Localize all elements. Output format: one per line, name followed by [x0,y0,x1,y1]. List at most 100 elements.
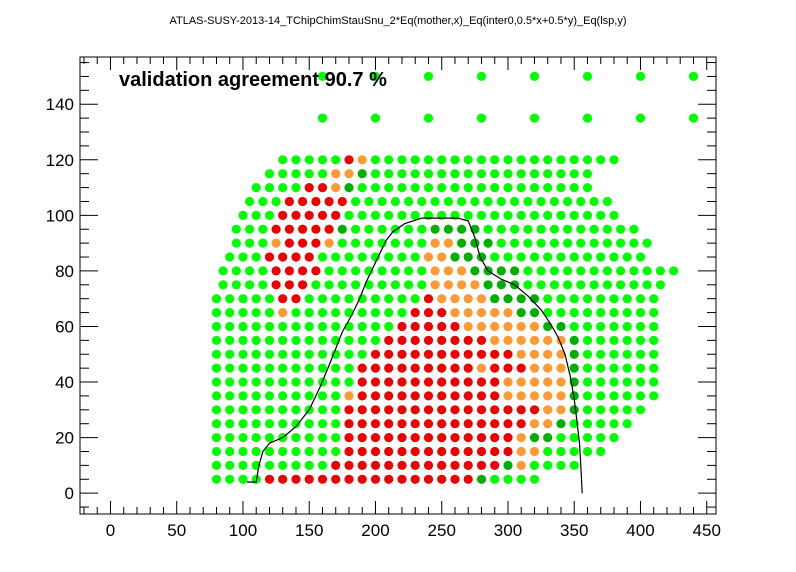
point-agree-allowed [543,308,553,318]
point-agree-excluded [357,169,367,179]
point-excluded [463,474,473,484]
point-excluded [410,405,420,415]
point-excluded [503,446,513,457]
point-agree-excluded [543,321,553,332]
point-agree-allowed [596,335,606,345]
point-agree-allowed [238,405,248,415]
point-agree-allowed [251,183,261,193]
point-agree-allowed [245,224,255,234]
point-disagree [529,335,540,345]
point-agree-allowed [225,308,235,318]
point-agree-allowed [635,252,646,262]
point-excluded [278,294,288,304]
point-excluded [304,183,314,193]
point-agree-allowed [503,210,513,220]
point-excluded [450,391,460,401]
point-excluded [437,433,447,443]
point-excluded [370,405,381,415]
point-agree-allowed [357,210,367,220]
point-excluded [437,377,447,387]
point-agree-allowed [602,224,613,234]
point-excluded [324,196,334,207]
point-agree-excluded [496,280,506,290]
point-agree-allowed [569,308,579,318]
point-agree-allowed [357,308,367,318]
point-agree-excluded [529,433,540,443]
point-agree-allowed [503,169,513,179]
point-agree-allowed [582,308,593,318]
point-agree-allowed [642,280,652,290]
point-agree-allowed [211,405,222,415]
point-disagree [543,405,553,415]
point-agree-allowed [470,196,480,207]
point-agree-allowed [231,224,241,234]
point-agree-allowed [503,183,513,193]
x-tick-label: 150 [295,521,323,540]
point-agree-allowed [225,405,235,415]
point-excluded [344,446,354,457]
point-disagree [516,335,526,345]
point-agree-allowed [317,446,328,457]
point-agree-allowed [304,363,314,373]
point-agree-allowed [556,210,566,220]
point-agree-allowed [225,335,235,345]
point-agree-allowed [569,321,579,332]
point-agree-allowed [609,433,619,443]
point-disagree [457,280,467,290]
point-excluded [298,238,308,248]
point-agree-allowed [351,266,361,276]
point-excluded [397,349,407,359]
point-agree-allowed [337,266,347,276]
point-agree-allowed [238,308,248,318]
point-agree-allowed [536,280,546,290]
point-excluded [410,460,420,470]
point-disagree [476,294,487,304]
point-agree-allowed [245,238,255,248]
point-disagree [503,391,513,401]
point-agree-allowed [404,238,414,248]
point-agree-allowed [331,155,341,165]
point-agree-allowed [377,266,387,276]
point-agree-allowed [423,71,434,81]
point-agree-allowed [304,460,314,470]
point-agree-allowed [516,474,526,484]
point-excluded [410,474,420,484]
point-excluded [344,460,354,470]
point-agree-allowed [602,238,613,248]
point-agree-allowed [503,155,513,165]
point-agree-allowed [304,321,314,332]
point-agree-allowed [622,308,632,318]
point-excluded [397,405,407,415]
point-excluded [357,405,367,415]
point-disagree [543,419,553,429]
y-tick-label: 140 [46,95,74,114]
point-agree-allowed [549,238,560,248]
point-excluded [423,377,434,387]
point-agree-allowed [463,183,473,193]
point-excluded [437,321,447,332]
point-agree-allowed [589,238,599,248]
point-agree-allowed [635,308,646,318]
point-agree-allowed [622,349,632,359]
point-excluded [317,183,328,193]
point-excluded [331,474,341,484]
point-agree-allowed [582,405,593,415]
point-agree-excluded [516,308,526,318]
point-agree-allowed [384,183,394,193]
point-agree-allowed [417,224,427,234]
point-agree-allowed [251,391,261,401]
point-agree-allowed [384,252,394,262]
point-agree-allowed [642,266,652,276]
point-agree-allowed [649,349,659,359]
point-agree-allowed [529,474,540,484]
point-agree-allowed [258,196,268,207]
point-excluded [384,446,394,457]
point-agree-excluded [556,419,566,429]
point-agree-excluded [457,238,467,248]
point-excluded [311,266,321,276]
point-agree-allowed [245,196,255,207]
point-agree-allowed [410,155,420,165]
point-agree-allowed [291,183,301,193]
point-excluded [490,405,500,415]
point-agree-allowed [556,294,566,304]
